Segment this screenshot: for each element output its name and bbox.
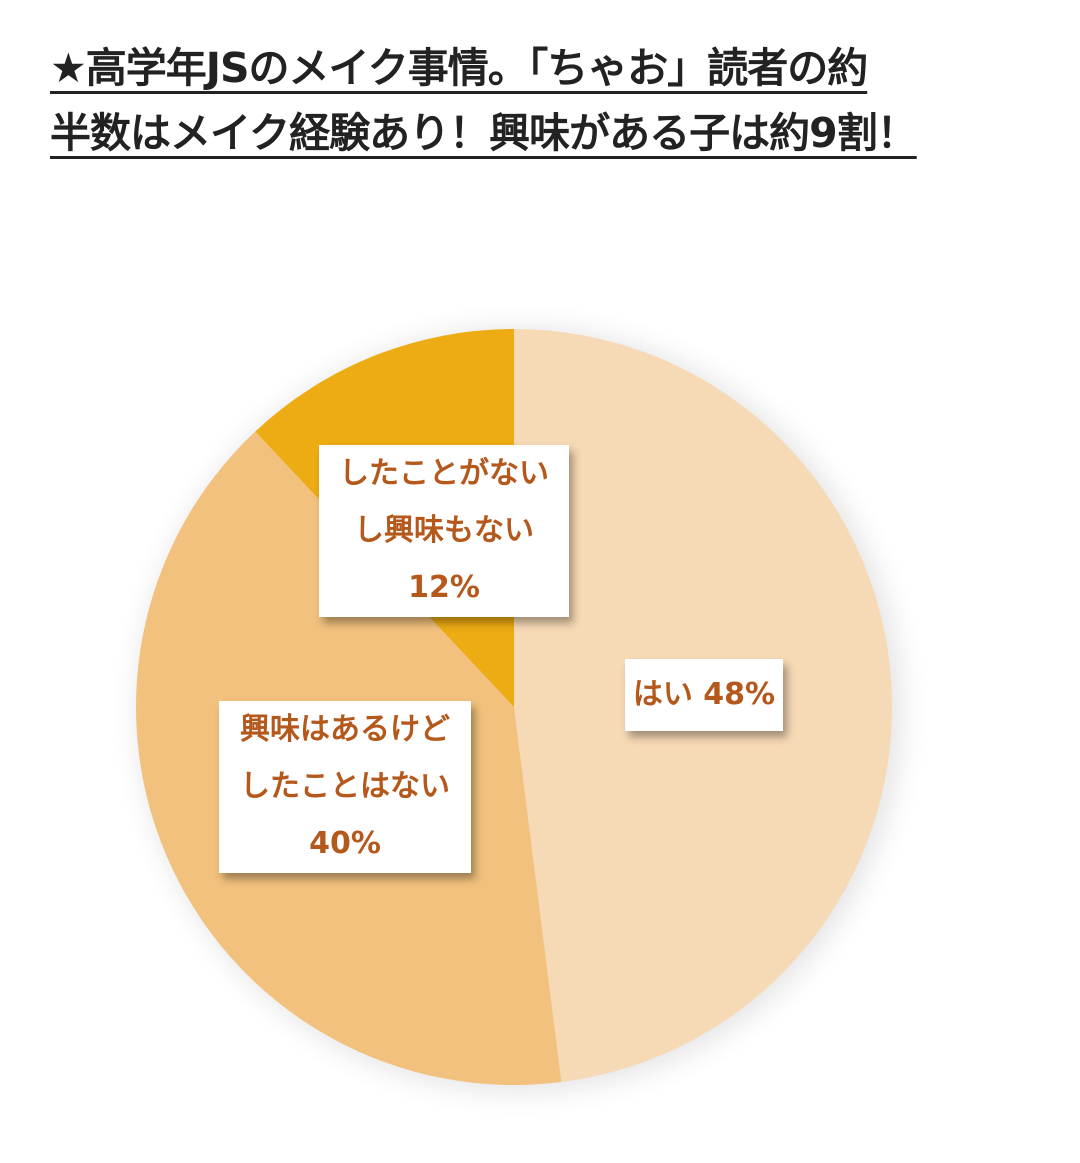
article-headline: ★高学年JSのメイク事情。「ちゃお」読者の約 半数はメイク経験あり！興味がある子… <box>50 36 1040 166</box>
headline-line-1: ★高学年JSのメイク事情。「ちゃお」読者の約 <box>50 44 868 92</box>
slice-label-not-interested-line-2: し興味もない <box>354 513 534 548</box>
slice-label-interested-line-2: したことはない <box>240 769 450 804</box>
headline-line-2: 半数はメイク経験あり！興味がある子は約9割！ <box>50 109 918 157</box>
slice-label-interested-line-3: 40% <box>309 826 381 861</box>
slice-label-yes-text: はい 48% <box>632 677 776 712</box>
slice-label-interested: 興味はあるけど したことはない 40% <box>219 701 471 873</box>
slice-label-not-interested: したことがない し興味もない 12% <box>319 445 569 617</box>
slice-label-not-interested-line-3: 12% <box>408 570 480 605</box>
slice-label-interested-line-1: 興味はあるけど <box>240 712 450 747</box>
slice-label-yes: はい 48% <box>625 659 783 731</box>
slice-label-not-interested-line-1: したことがない <box>339 456 549 491</box>
